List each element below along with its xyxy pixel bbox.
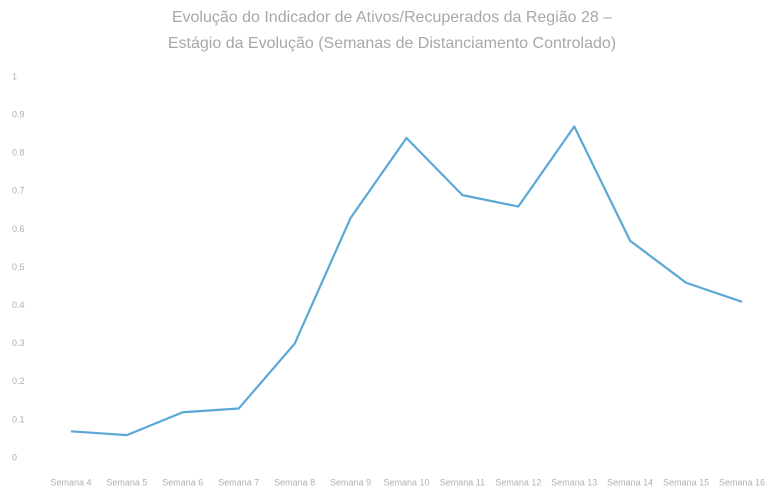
y-tick-label: 0.8 [12,148,25,158]
y-tick-label: 0.4 [12,300,25,310]
x-tick-label: Semana 9 [330,477,371,487]
chart-title: Evolução do Indicador de Ativos/Recupera… [172,9,612,26]
y-tick-label: 0.7 [12,186,25,196]
x-tick-label: Semana 14 [607,477,653,487]
y-tick-label: 0 [12,452,17,462]
x-tick-label: Semana 11 [440,477,485,487]
x-tick-label: Semana 10 [383,477,429,487]
y-tick-label: 0.1 [12,414,25,424]
x-tick-label: Semana 12 [495,477,541,487]
x-tick-label: Semana 6 [162,477,203,487]
x-tick-label: Semana 13 [551,477,597,487]
x-tick-label: Semana 16 [719,477,765,487]
x-tick-label: Semana 8 [274,477,315,487]
y-tick-label: 0.6 [12,224,25,234]
y-tick-label: 1 [12,71,17,81]
y-tick-label: 0.5 [12,262,25,272]
x-tick-label: Semana 4 [50,477,91,487]
x-tick-label: Semana 15 [663,477,709,487]
x-tick-label: Semana 7 [218,477,259,487]
y-tick-label: 0.2 [12,376,25,386]
chart-subtitle: Estágio da Evolução (Semanas de Distanci… [168,35,616,52]
x-tick-label: Semana 5 [106,477,147,487]
data-line [70,125,743,437]
y-tick-label: 0.3 [12,338,25,348]
y-tick-label: 0.9 [12,109,25,119]
